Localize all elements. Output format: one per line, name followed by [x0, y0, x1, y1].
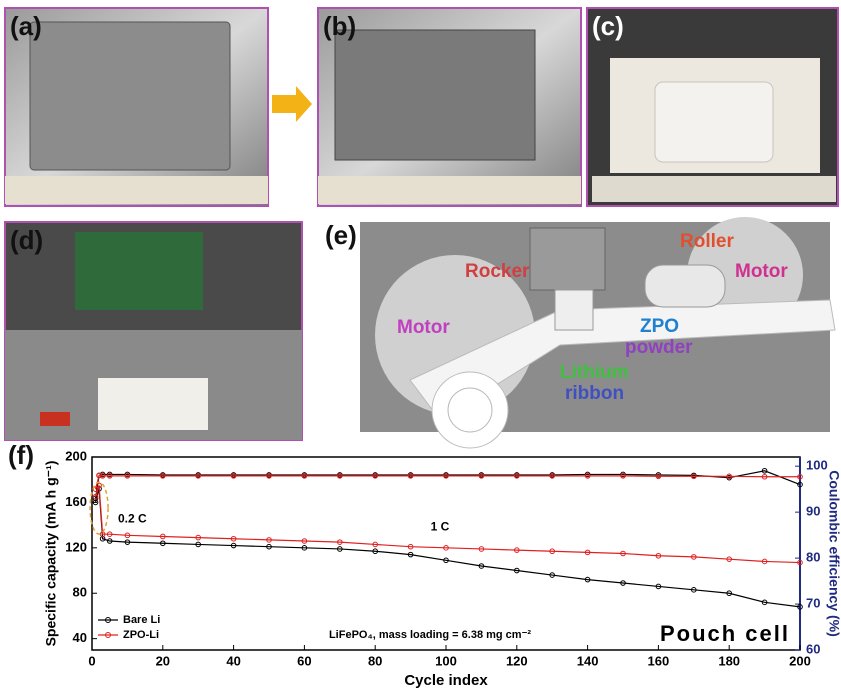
diagram-label: Roller: [680, 231, 734, 252]
annotation: Pouch cell: [660, 621, 790, 646]
x-tick-label: 0: [88, 653, 95, 668]
y-tick-label: 200: [65, 448, 87, 463]
x-tick-label: 40: [226, 653, 240, 668]
diagram-label: powder: [625, 337, 693, 358]
diagram-label: Motor: [735, 261, 788, 282]
arrow: [272, 86, 312, 122]
y-tick-label: 80: [73, 585, 87, 600]
x-tick-label: 120: [506, 653, 528, 668]
x-tick-label: 20: [156, 653, 170, 668]
y-tick-label: 120: [65, 539, 87, 554]
x-tick-label: 60: [297, 653, 311, 668]
photo-a: [5, 8, 268, 206]
y2-tick-label: 90: [806, 504, 820, 519]
x-tick-label: 180: [718, 653, 740, 668]
figure: (a) (b) (c) (d) (e) Rocker Roller Motor: [0, 0, 841, 691]
y2-tick-label: 70: [806, 595, 820, 610]
diagram-label: Motor: [397, 317, 450, 338]
panel-label: (e): [325, 220, 357, 250]
annotation: 1 C: [431, 520, 450, 534]
y2-axis-label: Coulombic efficiency (%): [826, 470, 841, 636]
panel-label: (f): [8, 440, 34, 470]
x-tick-label: 160: [648, 653, 670, 668]
y2-tick-label: 80: [806, 550, 820, 565]
diagram-label: Rocker: [465, 261, 530, 282]
x-tick-label: 100: [435, 653, 457, 668]
photo-b: [318, 8, 581, 206]
panel-label: (d): [10, 225, 43, 255]
photo-d: [5, 222, 302, 440]
y2-tick-label: 60: [806, 641, 820, 656]
diagram-label: Lithium: [560, 362, 629, 383]
y-tick-label: 40: [73, 630, 87, 645]
y2-tick-label: 100: [806, 458, 828, 473]
annotation: LiFePO₄, mass loading = 6.38 mg cm⁻²: [329, 629, 531, 641]
photo-c: [587, 8, 838, 206]
x-tick-label: 140: [577, 653, 599, 668]
panel-label: (b): [323, 11, 356, 41]
diagram-label: ZPO: [640, 316, 679, 337]
annotation: 0.2 C: [118, 512, 147, 526]
figure-canvas: (a) (b) (c) (d) (e) Rocker Roller Motor: [0, 0, 841, 691]
y-axis-label: Specific capacity (mA h g⁻¹): [43, 461, 59, 647]
legend-label: Bare Li: [123, 614, 160, 626]
x-axis-label: Cycle index: [404, 672, 488, 689]
panel-label: (c): [592, 11, 624, 41]
panel-label: (a): [10, 11, 42, 41]
diagram-label: ribbon: [565, 383, 624, 404]
legend-label: ZPO-Li: [123, 629, 159, 641]
x-tick-label: 80: [368, 653, 382, 668]
y-tick-label: 160: [65, 494, 87, 509]
